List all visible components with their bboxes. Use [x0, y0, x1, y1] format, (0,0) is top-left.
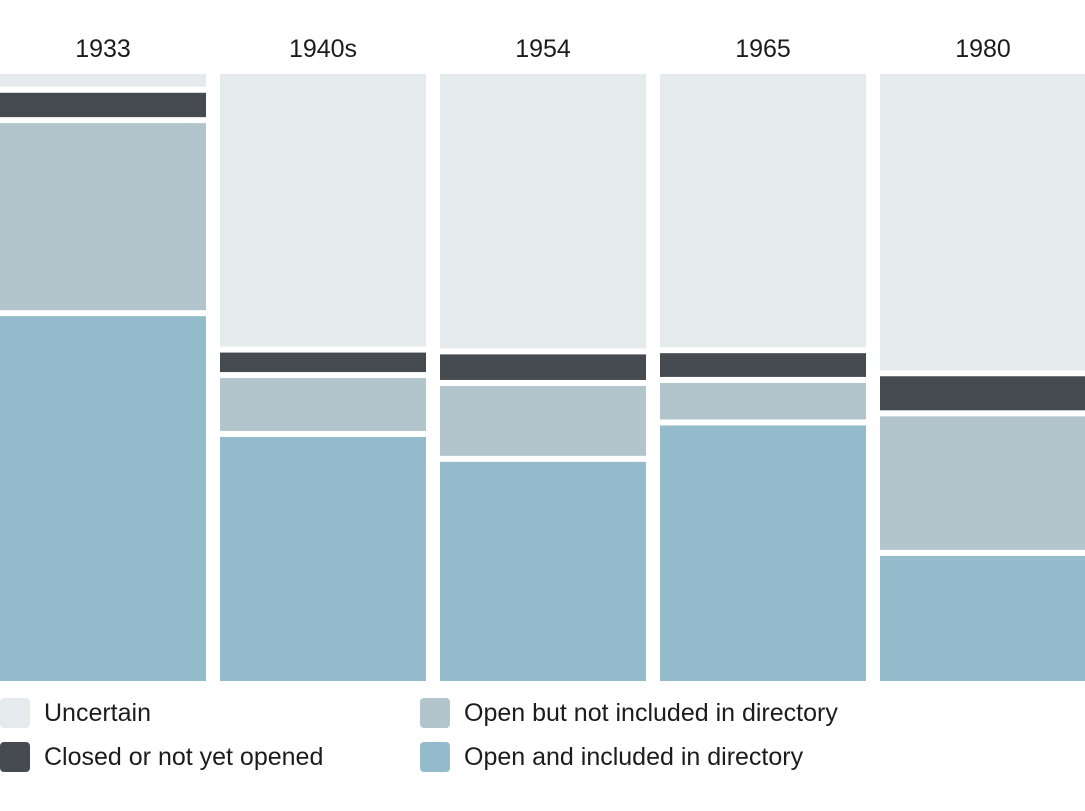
- legend-swatch-open-not-included: [420, 698, 450, 728]
- year-label-1980: 1980: [955, 35, 1011, 63]
- legend-item-open-included: Open and included in directory: [420, 741, 803, 773]
- bar-segment-1933-closed-or-not-yet-opened: [0, 92, 206, 118]
- bar-segment-1940s-uncertain: [220, 74, 426, 347]
- bar-segment-1933-uncertain: [0, 74, 206, 87]
- legend: Uncertain Open but not included in direc…: [0, 697, 1085, 787]
- bar-segment-1954-open-and-included-in-directory: [440, 461, 646, 681]
- year-labels: 1933 1940s 1954 1965 1980: [75, 35, 1011, 63]
- legend-label-closed: Closed or not yet opened: [44, 742, 324, 771]
- legend-swatch-uncertain: [0, 698, 30, 728]
- bar-segment-1954-uncertain: [440, 74, 646, 349]
- bar-segment-1940s-closed-or-not-yet-opened: [220, 352, 426, 373]
- bar-segment-1965-open-and-included-in-directory: [660, 425, 866, 681]
- bar-segment-1940s-open-and-included-in-directory: [220, 436, 426, 681]
- legend-item-open-not-included: Open but not included in directory: [420, 697, 838, 729]
- legend-swatch-open-included: [420, 742, 450, 772]
- bar-segment-1980-closed-or-not-yet-opened: [880, 376, 1085, 411]
- legend-swatch-closed: [0, 742, 30, 772]
- legend-item-uncertain: Uncertain: [0, 697, 151, 729]
- year-label-1965: 1965: [735, 35, 791, 63]
- year-label-1940s: 1940s: [289, 35, 357, 63]
- bar-segment-1965-open-but-not-included-in-directory: [660, 382, 866, 420]
- bar-segment-1965-closed-or-not-yet-opened: [660, 353, 866, 377]
- year-label-1933: 1933: [75, 35, 131, 63]
- legend-label-open-included: Open and included in directory: [464, 742, 804, 771]
- bar-segment-1954-open-but-not-included-in-directory: [440, 385, 646, 456]
- year-label-1954: 1954: [515, 35, 571, 63]
- bar-segment-1933-open-and-included-in-directory: [0, 316, 206, 681]
- bar-segment-1980-open-but-not-included-in-directory: [880, 416, 1085, 550]
- legend-label-uncertain: Uncertain: [44, 698, 151, 727]
- stacked-bar-chart: 1933 1940s 1954 1965 1980: [0, 35, 1085, 681]
- bar-segment-1980-uncertain: [880, 74, 1085, 371]
- bar-segment-1965-uncertain: [660, 74, 866, 348]
- bars: [0, 74, 1085, 681]
- bar-segment-1980-open-and-included-in-directory: [880, 555, 1085, 681]
- legend-item-closed: Closed or not yet opened: [0, 741, 323, 773]
- bar-segment-1954-closed-or-not-yet-opened: [440, 354, 646, 380]
- legend-label-open-not-included: Open but not included in directory: [464, 698, 838, 727]
- bar-segment-1933-open-but-not-included-in-directory: [0, 123, 206, 311]
- bar-segment-1940s-open-but-not-included-in-directory: [220, 378, 426, 431]
